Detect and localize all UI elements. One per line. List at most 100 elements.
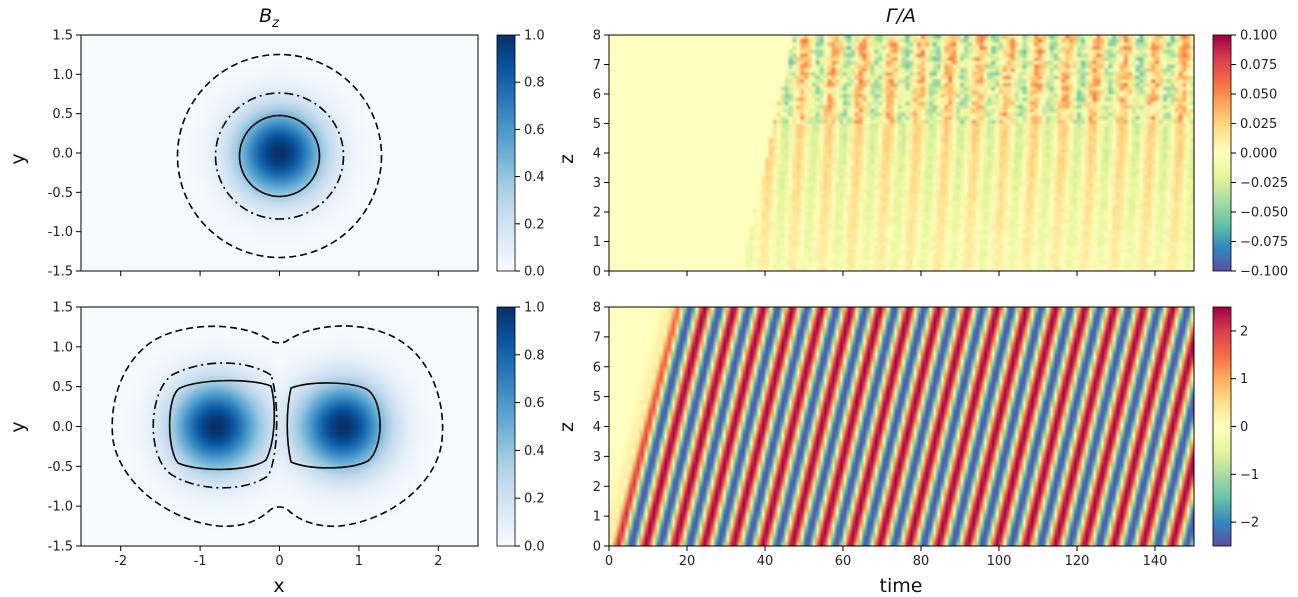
bz-single-cbtick-label: 0.2 [524,217,545,232]
gamma-large-xtick-label: 120 [1065,554,1090,569]
gamma-large-xtick-label: 60 [835,554,852,569]
bz-single-contours [176,53,383,259]
gamma-large-ytick-label: 5 [593,390,601,405]
gamma-title: Γ/A [886,5,916,27]
contour-dashdot [214,92,345,220]
z-axis-label: z [556,422,578,432]
gamma-large-xtick-label: 80 [913,554,930,569]
bz-pair-ytick-label: 0.0 [52,420,73,435]
gamma-small-ytick-label: 2 [593,206,601,221]
gamma-large-cbtick-label: 1 [1240,372,1248,387]
colorbar-bz-pair [496,306,516,547]
bz-pair-panel: y x [7,306,479,597]
gamma-large-xtick-label: 20 [679,554,696,569]
gamma-small-heatmap [609,35,1194,271]
gamma-large-ytick-label: 8 [593,301,601,316]
contour-dashed [176,53,383,259]
gamma-large-cbtick-label: 2 [1240,324,1248,339]
bz-single-cbtick-label: 0.6 [524,123,545,138]
tick-layer: 1.5 1.0 0.5 0.0 -0.5 -1.0 -1.5 1.0 0.8 0.6 0.4 0.2 0… [48,29,1288,570]
gamma-small-ytick-label: 8 [593,29,601,44]
bz-pair-ytick-label: -1.5 [48,540,73,555]
gamma-small-cbtick-label: −0.100 [1240,265,1288,280]
time-axis-label: time [880,575,923,597]
gamma-large-ytick-label: 6 [593,360,601,375]
gamma-large-ytick-label: 3 [593,450,601,465]
bz-single-ytick-label: 1.5 [52,29,73,44]
bz-pair-ytick-label: -1.0 [48,500,73,515]
gamma-large-ytick-label: 1 [593,510,601,525]
bz-pair-xtick-label: -2 [114,554,127,569]
bz-single-cbtick-label: 0.8 [524,76,545,91]
bz-pair-ytick-label: -0.5 [48,460,73,475]
bz-single-ytick-label: -0.5 [48,186,73,201]
gamma-small-cbtick-label: 0.100 [1240,29,1277,44]
colorbar-gamma-small [1212,34,1232,272]
bz-pair-cbtick-label: 0.2 [524,492,545,507]
y-axis-label: y [7,153,29,164]
contour-solid [238,114,321,198]
bz-single-ytick-label: 1.0 [52,68,73,83]
gamma-large-ytick-label: 4 [593,420,601,435]
gamma-small-ytick-label: 6 [593,88,601,103]
bz-pair-cbtick-label: 0.8 [524,348,545,363]
gamma-large-cbtick-label: −2 [1240,516,1259,531]
gamma-small-cbtick-label: 0.000 [1240,147,1277,162]
gamma-large-panel: z time [556,306,1195,597]
gamma-large-cbtick-label: −1 [1240,468,1259,483]
bz-single-panel: y [7,34,479,272]
gamma-small-ytick-label: 7 [593,58,601,73]
bz-pair-ytick-label: 0.5 [52,380,73,395]
bz-pair-ytick-label: 1.0 [52,340,73,355]
gamma-small-ytick-label: 1 [593,235,601,250]
gamma-small-cbtick-label: 0.050 [1240,88,1277,103]
bz-pair-xtick-label: -1 [194,554,207,569]
bz-pair-xtick-label: 1 [355,554,363,569]
gamma-large-cbtick-label: 0 [1240,420,1248,435]
gamma-small-cbtick-label: −0.075 [1240,235,1288,250]
bz-pair-cbtick-label: 0.4 [524,444,545,459]
gamma-large-xtick-label: 140 [1143,554,1168,569]
bz-single-cbtick-label: 0.4 [524,170,545,185]
bz-pair-cbtick-label: 1.0 [524,301,545,316]
gamma-small-panel: z [556,34,1195,272]
y-axis-label: y [7,421,29,432]
bz-pair-contours [111,325,444,528]
gamma-large-xtick-label: 0 [605,554,613,569]
gamma-small-cbtick-label: 0.025 [1240,117,1277,132]
gamma-small-cbtick-label: 0.075 [1240,58,1277,73]
x-axis-label: x [273,575,284,597]
contour-solid-left [168,379,276,471]
gamma-large-ytick-label: 2 [593,480,601,495]
bz-pair-xtick-label: 0 [275,554,283,569]
bz-pair-ytick-label: 1.5 [52,301,73,316]
gamma-large-ytick-label: 7 [593,330,601,345]
bz-single-ytick-label: 0.5 [52,107,73,122]
gamma-small-ytick-label: 4 [593,147,601,162]
bz-single-cbtick-label: 0.0 [524,265,545,280]
gamma-small-cbtick-label: −0.025 [1240,176,1288,191]
gamma-small-ytick-label: 3 [593,176,601,191]
colorbar-bz-single [496,34,516,272]
contour-solid-right [286,382,381,469]
contour-dashed-envelope [111,325,444,528]
gamma-small-cbtick-label: −0.050 [1240,206,1288,221]
colorbar-gamma-large [1212,306,1232,547]
gamma-large-xtick-label: 100 [987,554,1012,569]
gamma-large-xtick-label: 40 [757,554,774,569]
bz-title: Bz [259,5,280,31]
gamma-small-ytick-label: 5 [593,117,601,132]
bz-pair-heatmap [81,307,478,546]
contour-dashdot-left [152,362,278,489]
gamma-small-ytick-label: 0 [593,265,601,280]
gamma-large-ytick-label: 0 [593,540,601,555]
bz-pair-cbtick-label: 0.0 [524,540,545,555]
z-axis-label: z [556,154,578,164]
bz-single-ytick-label: 0.0 [52,147,73,162]
gamma-large-heatmap [609,307,1194,546]
bz-single-ytick-label: -1.0 [48,225,73,240]
bz-pair-xtick-label: 2 [434,554,442,569]
bz-single-heatmap [81,35,478,271]
bz-single-cbtick-label: 1.0 [524,29,545,44]
